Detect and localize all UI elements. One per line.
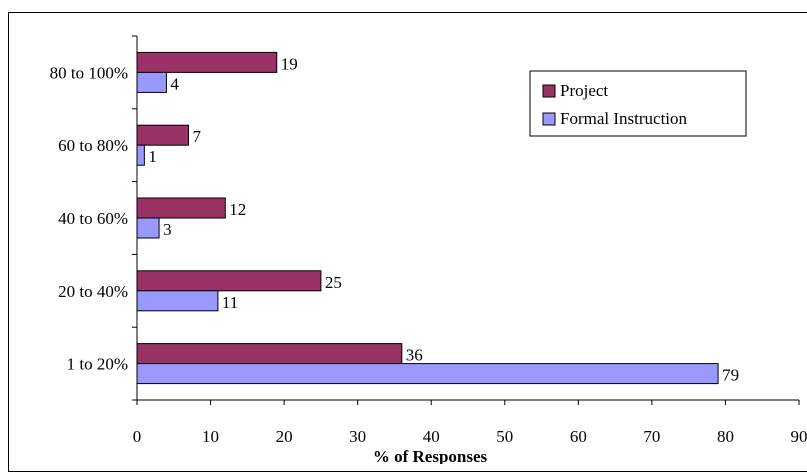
x-axis-title: % of Responses xyxy=(373,447,488,464)
x-tick-label: 40 xyxy=(423,427,440,446)
bar-value-label: 7 xyxy=(192,127,201,146)
x-tick-label: 70 xyxy=(643,427,660,446)
bar-value-label: 12 xyxy=(229,200,246,219)
x-tick-label: 30 xyxy=(349,427,366,446)
bar-project xyxy=(137,271,321,291)
bar-value-label: 79 xyxy=(722,366,739,385)
bar-formal-instruction xyxy=(137,291,218,311)
x-tick-label: 80 xyxy=(717,427,734,446)
bar-project xyxy=(137,198,225,218)
bar-formal-instruction xyxy=(137,145,144,165)
legend-label-formal-instruction: Formal Instruction xyxy=(560,109,688,128)
y-category-label: 80 to 100% xyxy=(50,63,128,82)
bar-project xyxy=(137,125,188,145)
bar-value-label: 19 xyxy=(281,54,298,73)
legend-label-project: Project xyxy=(560,81,608,100)
x-tick-label: 0 xyxy=(133,427,142,446)
y-category-label: 20 to 40% xyxy=(58,282,128,301)
bar-value-label: 1 xyxy=(148,147,157,166)
bar-value-label: 36 xyxy=(406,346,423,365)
x-tick-label: 50 xyxy=(496,427,513,446)
legend: Project Formal Instruction xyxy=(530,71,746,136)
legend-swatch-formal-instruction xyxy=(543,113,555,125)
bar-formal-instruction xyxy=(137,364,718,384)
x-tick-label: 10 xyxy=(202,427,219,446)
bar-value-label: 25 xyxy=(325,273,342,292)
x-tick-label: 90 xyxy=(791,427,807,446)
y-category-label: 1 to 20% xyxy=(67,355,128,374)
legend-swatch-project xyxy=(543,85,555,97)
bar-project xyxy=(137,52,277,72)
y-category-label: 60 to 80% xyxy=(58,136,128,155)
bar-value-label: 11 xyxy=(222,293,238,312)
bar-value-label: 4 xyxy=(170,74,179,93)
bar-formal-instruction xyxy=(137,218,159,238)
x-tick-label: 20 xyxy=(276,427,293,446)
x-tick-label: 60 xyxy=(570,427,587,446)
bar-value-label: 3 xyxy=(163,220,172,239)
y-category-label: 40 to 60% xyxy=(58,209,128,228)
bar-project xyxy=(137,344,402,364)
bar-formal-instruction xyxy=(137,72,166,92)
